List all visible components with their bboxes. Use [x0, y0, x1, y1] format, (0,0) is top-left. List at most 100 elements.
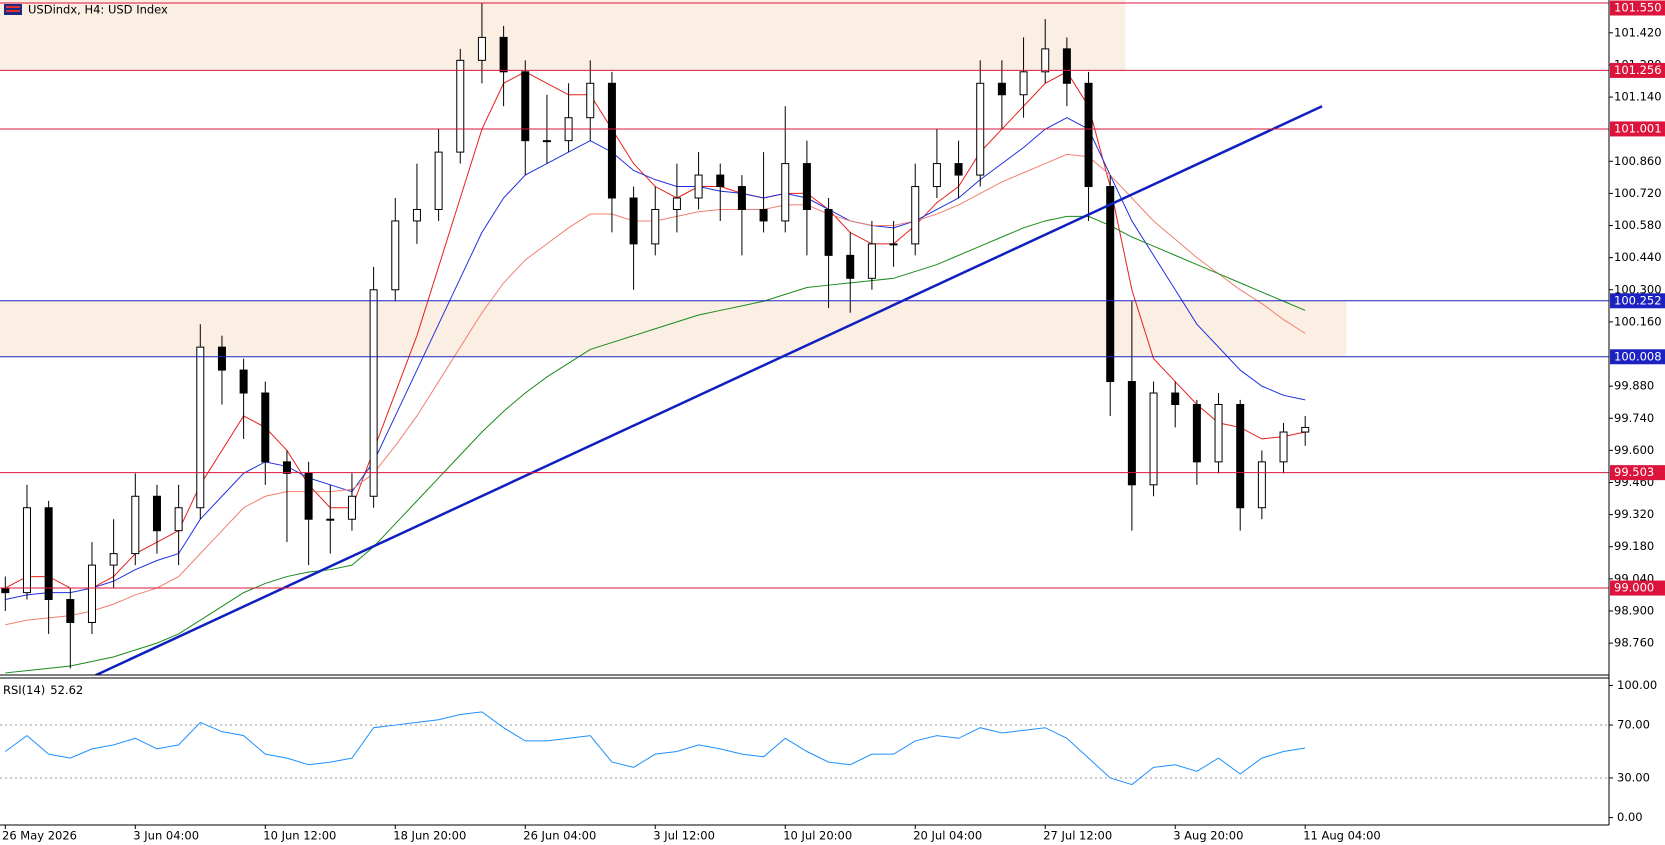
y-tick-label: 100.720: [1614, 186, 1662, 200]
zone: [0, 0, 1126, 71]
candle-body: [239, 369, 248, 394]
candle-body: [607, 82, 616, 199]
candle-body: [1062, 48, 1071, 84]
level-label: 101.001: [1614, 121, 1662, 135]
level-label-box: [1610, 293, 1665, 309]
candle-body: [1106, 186, 1115, 383]
candle-body: [326, 518, 335, 521]
candle-body: [369, 289, 378, 497]
rsi-y-tick-label: 30.00: [1617, 770, 1650, 784]
candle-body: [694, 174, 703, 199]
symbol-icon: [4, 4, 22, 15]
candle-body: [802, 163, 811, 210]
level-label-box: [1610, 0, 1665, 16]
candle-body: [282, 461, 291, 474]
candle-body: [1019, 71, 1028, 96]
candle-body: [347, 495, 356, 520]
candle-body: [1, 587, 10, 594]
candle-body: [131, 495, 140, 555]
candle-body: [586, 82, 595, 119]
rsi-title: RSI(14): [3, 683, 45, 697]
candle-body: [867, 243, 876, 279]
candle-body: [716, 174, 725, 188]
level-label: 99.000: [1614, 581, 1654, 595]
candle-body: [521, 71, 530, 142]
candle-body: [499, 36, 508, 73]
icon: [4, 4, 22, 15]
candle-body: [174, 507, 183, 532]
candle-body: [997, 82, 1006, 96]
candle-body: [1279, 431, 1288, 463]
level-label-box: [1610, 62, 1665, 78]
candle-body: [261, 392, 270, 463]
x-tick-label: 10 Jun 12:00: [263, 829, 336, 843]
candle-body: [889, 243, 898, 246]
icon: [6, 10, 20, 12]
y-tick-label: 101.420: [1614, 25, 1662, 39]
x-tick-label: 3 Jun 04:00: [133, 829, 199, 843]
x-tick-label: 11 Aug 04:00: [1303, 829, 1381, 843]
candle-body: [1301, 426, 1310, 433]
y-tick-label: 100.440: [1614, 250, 1662, 264]
rsi-header: RSI(14) 52.62: [3, 683, 83, 697]
icon: [6, 6, 20, 8]
candle-body: [434, 151, 443, 210]
candle-body: [954, 163, 963, 176]
level-label: 101.256: [1614, 63, 1662, 77]
candle-body: [109, 553, 118, 566]
candle-body: [217, 346, 226, 371]
candle-body: [846, 254, 855, 279]
x-tick-label: 26 May 2026: [2, 829, 77, 843]
candle-body: [651, 208, 660, 245]
candle-body: [542, 140, 551, 143]
candle-body: [1257, 461, 1266, 509]
candle-body: [1041, 48, 1050, 73]
y-tick-label: 101.140: [1614, 90, 1662, 104]
candle-body: [737, 186, 746, 210]
rsi-last-value: 52.62: [50, 683, 83, 697]
candle-body: [44, 507, 53, 601]
level-label-box: [1610, 465, 1665, 481]
candle-body: [759, 208, 768, 222]
y-tick-label: 99.600: [1614, 443, 1654, 457]
rsi-y-tick-label: 0.00: [1617, 810, 1643, 824]
rsi-line: [5, 711, 1306, 786]
y-tick-label: 100.160: [1614, 314, 1662, 328]
y-tick-label: 98.760: [1614, 636, 1654, 650]
x-tick-label: 26 Jun 04:00: [523, 829, 596, 843]
candle-body: [1084, 82, 1093, 188]
candle-body: [304, 472, 313, 520]
candle-body: [1236, 403, 1245, 509]
rsi-y-tick-label: 70.00: [1617, 718, 1650, 732]
candle-body: [629, 197, 638, 245]
level-label-box: [1610, 349, 1665, 365]
x-tick-label: 27 Jul 12:00: [1043, 829, 1112, 843]
chart-title: USDindx, H4: USD Index: [28, 3, 168, 17]
candle-body: [1171, 392, 1180, 405]
candle-body: [1149, 392, 1158, 486]
x-tick-label: 20 Jul 04:00: [913, 829, 982, 843]
candle-body: [1127, 381, 1136, 486]
y-tick-label: 100.300: [1614, 282, 1662, 296]
axes: [0, 0, 1613, 829]
candle-body: [22, 507, 31, 594]
candle-body: [87, 564, 96, 623]
candle-body: [196, 346, 205, 509]
trendline: [95, 105, 1323, 675]
candle-body: [932, 163, 941, 188]
y-tick-label: 98.900: [1614, 603, 1654, 617]
y-tick-label: 99.320: [1614, 507, 1654, 521]
y-tick-label: 99.740: [1614, 411, 1654, 425]
level-label: 100.252: [1614, 293, 1662, 307]
y-tick-label: 99.180: [1614, 539, 1654, 553]
x-tick-label: 3 Aug 20:00: [1173, 829, 1243, 843]
x-tick-label: 3 Jul 12:00: [653, 829, 715, 843]
price-pane: [0, 0, 1609, 675]
y-tick-label: 100.860: [1614, 154, 1662, 168]
y-tick-label: 99.880: [1614, 379, 1654, 393]
candle-body: [456, 59, 465, 153]
